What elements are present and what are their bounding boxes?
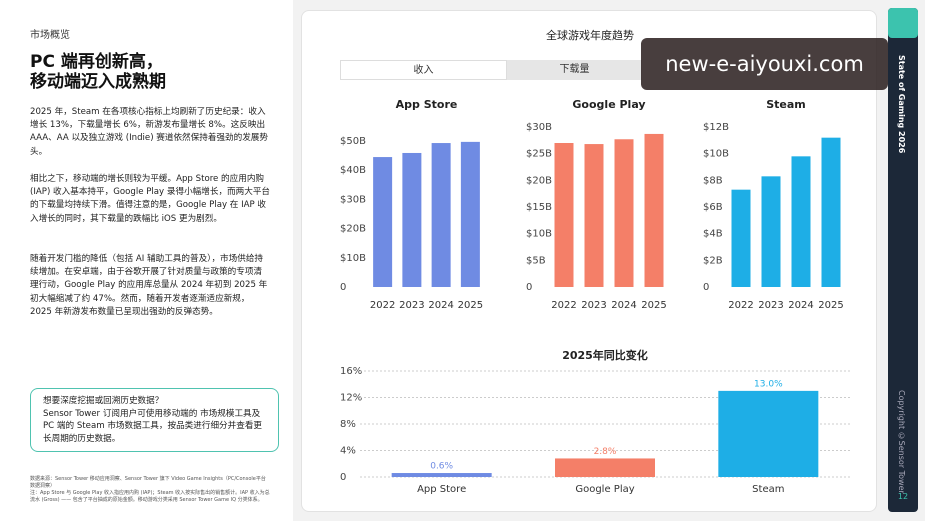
y-tick-label: $2B	[703, 255, 723, 266]
y-tick-label: $15B	[526, 202, 552, 213]
y-tick-label: $40B	[340, 165, 366, 176]
value-label: 13.0%	[754, 379, 783, 389]
y-tick-label: 16%	[340, 366, 362, 377]
bar	[373, 157, 393, 287]
y-tick-label: $10B	[526, 229, 552, 240]
callout: 想要深度挖掘或回溯历史数据？ Sensor Tower 订阅用户可使用移动端的 …	[30, 388, 279, 452]
y-tick-label: 4%	[340, 446, 356, 457]
callout-text: Sensor Tower 订阅用户可使用移动端的 市场规模工具及 PC 端的 S…	[43, 408, 263, 444]
y-tick-label: $50B	[340, 136, 366, 147]
bar	[584, 144, 604, 287]
y-tick-label: $10B	[703, 149, 729, 160]
y-tick-label: 0	[703, 282, 709, 293]
copyright: Copyright ©Sensor Tower	[897, 390, 906, 494]
x-tick-label: 2023	[758, 300, 783, 311]
bar	[731, 189, 751, 287]
bar	[431, 143, 451, 287]
page-number: 12	[897, 492, 909, 501]
bar	[555, 458, 655, 477]
left-panel	[0, 0, 293, 521]
y-tick-label: 0	[340, 472, 346, 483]
y-tick-label: $4B	[703, 229, 723, 240]
title-line: PC 端再创新高，	[30, 52, 163, 72]
paragraph: 相比之下，移动端的增长则较为平缓。App Store 的应用内购 (IAP) 收…	[30, 174, 271, 224]
y-tick-label: $6B	[703, 202, 723, 213]
x-tick-label: 2025	[818, 300, 843, 311]
chart-title: App Store	[396, 98, 458, 111]
y-tick-label: $12B	[703, 122, 729, 133]
y-tick-label: $25B	[526, 149, 552, 160]
y-tick-label: 0	[340, 282, 346, 293]
callout-title: 想要深度挖掘或回溯历史数据？	[43, 396, 164, 406]
x-tick-label: App Store	[417, 484, 466, 495]
x-tick-label: 2025	[458, 300, 483, 311]
y-tick-label: 8%	[340, 419, 356, 430]
chart-title: 2025年同比变化	[562, 348, 648, 362]
x-tick-label: 2025	[641, 300, 666, 311]
logo	[888, 8, 918, 38]
tab[interactable]: 收入	[340, 60, 507, 80]
bar	[402, 152, 422, 287]
footnote: 数据来源：Sensor Tower 移动应用洞察、Sensor Tower 旗下…	[30, 476, 266, 489]
bar	[554, 143, 574, 287]
panel-title: 全球游戏年度趋势	[546, 28, 634, 42]
page-title: PC 端再创新高， 移动端迈入成熟期	[30, 52, 280, 92]
y-tick-label: $20B	[340, 224, 366, 235]
x-tick-label: 2024	[611, 300, 636, 311]
title-line: 移动端迈入成熟期	[30, 72, 166, 92]
bar	[391, 473, 492, 477]
chart-title: Google Play	[572, 98, 645, 111]
bar	[761, 176, 781, 287]
tab[interactable]: 下载量	[507, 60, 642, 80]
y-tick-label: 12%	[340, 393, 362, 404]
eyebrow: 市场概览	[30, 30, 70, 41]
x-tick-label: 2024	[788, 300, 813, 311]
footnote: 注：App Store 与 Google Play 收入指应用内购 (IAP)；…	[30, 490, 270, 503]
y-tick-label: $5B	[526, 255, 546, 266]
x-tick-label: 2023	[399, 300, 424, 311]
paragraph: 2025 年，Steam 在各项核心指标上均刷新了历史纪录：收入增长 13%，下…	[30, 107, 268, 157]
bar	[460, 141, 480, 287]
y-tick-label: $20B	[526, 175, 552, 186]
x-tick-label: 2022	[728, 300, 753, 311]
x-tick-label: 2024	[428, 300, 453, 311]
x-tick-label: 2023	[581, 300, 606, 311]
y-tick-label: $8B	[703, 175, 723, 186]
y-tick-label: $30B	[340, 194, 366, 205]
value-label: 0.6%	[430, 462, 453, 472]
bar	[718, 390, 819, 477]
value-label: 2.8%	[594, 447, 617, 457]
watermark: new-e-aiyouxi.com	[641, 38, 888, 90]
x-tick-label: 2022	[551, 300, 576, 311]
x-tick-label: Steam	[752, 484, 784, 495]
y-tick-label: $30B	[526, 122, 552, 133]
x-tick-label: 2022	[370, 300, 395, 311]
y-tick-label: $10B	[340, 253, 366, 264]
bar	[821, 137, 841, 287]
bar	[791, 156, 811, 287]
sidebar	[888, 8, 918, 512]
paragraph: 随着开发门槛的降低（包括 AI 辅助工具的普及），市场供给持续增加。在安卓端，由…	[30, 254, 268, 317]
bar	[614, 139, 634, 287]
y-tick-label: 0	[526, 282, 532, 293]
report-name: State of Gaming 2026	[897, 55, 906, 154]
x-tick-label: Google Play	[575, 484, 634, 495]
bar	[644, 133, 664, 287]
chart-title: Steam	[766, 98, 806, 111]
